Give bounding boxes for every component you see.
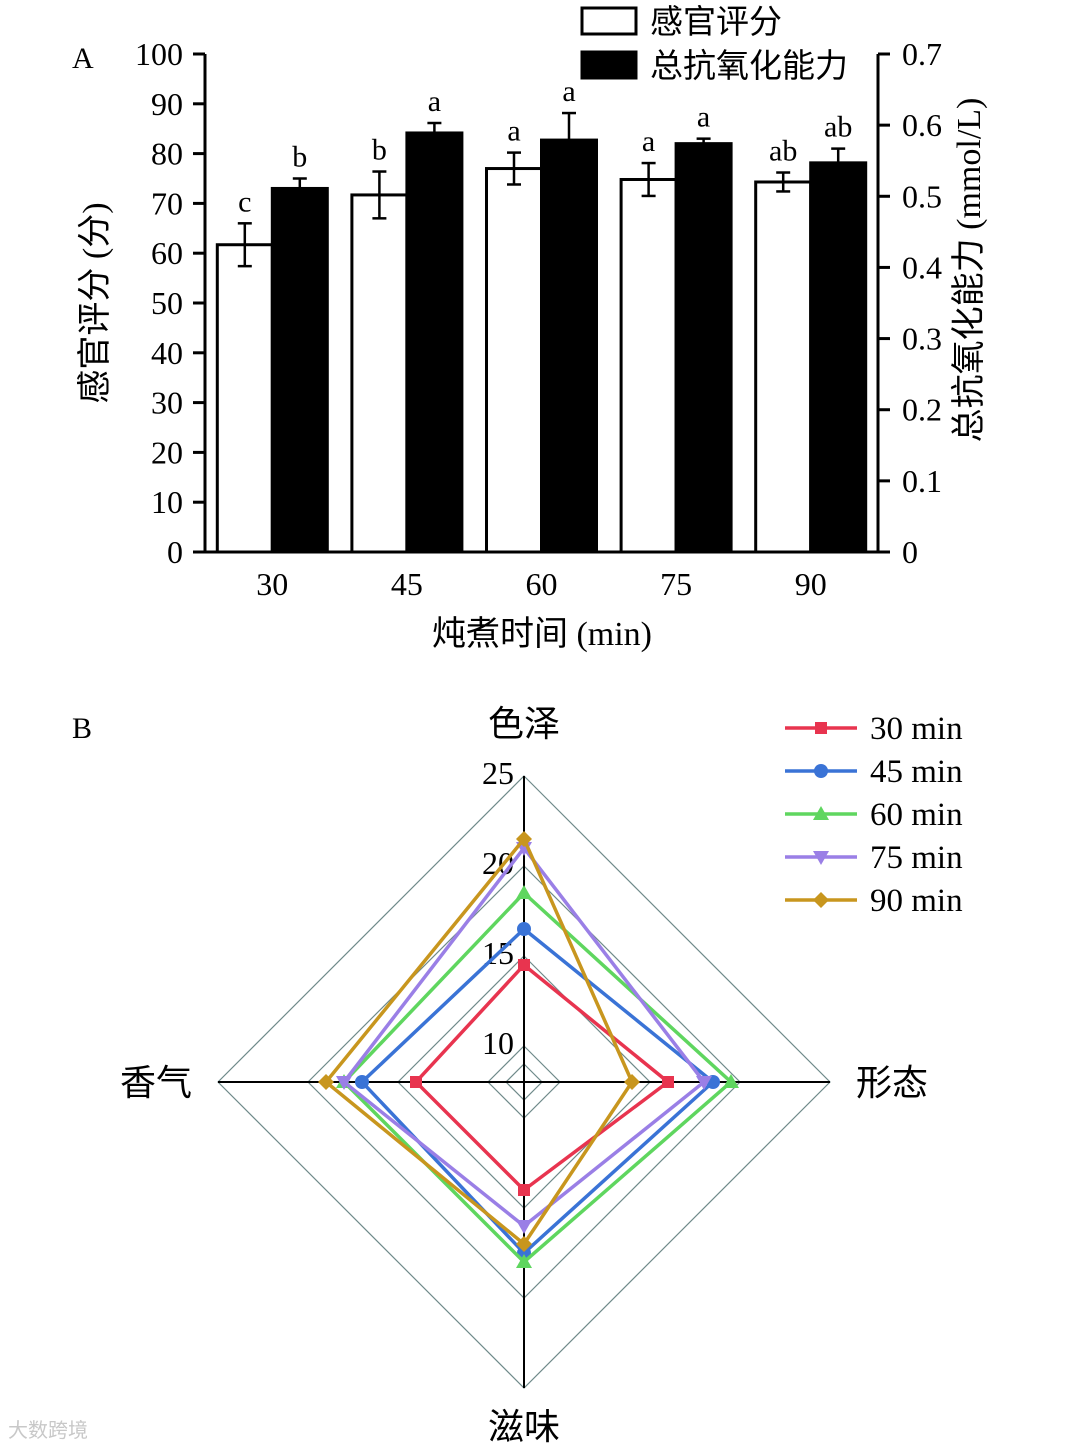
data-point [815, 722, 827, 734]
y-tick-label: 0 [167, 534, 183, 570]
y-tick-label: 20 [151, 434, 183, 470]
significance-letter: a [507, 115, 520, 148]
data-point [518, 959, 530, 971]
data-point [813, 806, 829, 820]
bar-sensory [754, 180, 813, 554]
y2-tick-label: 0.2 [902, 392, 942, 428]
significance-letter: a [697, 101, 710, 134]
bar-antioxidant [270, 186, 329, 554]
significance-letter: c [238, 185, 251, 218]
y2-tick-label: 0.1 [902, 463, 942, 499]
significance-letter: b [372, 134, 387, 167]
radar-axis-label-aroma: 香气 [120, 1063, 192, 1103]
x-axis-title: 炖煮时间 (min) [432, 615, 652, 653]
data-point [516, 1236, 532, 1252]
y-axis-title: 感官评分 (分) [76, 202, 114, 403]
panel-label-b: B [72, 712, 92, 745]
y-tick-label: 10 [151, 484, 183, 520]
legend-swatch-sensory [580, 6, 638, 36]
y-tick-label: 70 [151, 185, 183, 221]
bar-sensory [350, 193, 409, 554]
x-tick-label: 90 [795, 566, 827, 602]
legend-label-antioxidant: 总抗氧化能力 [650, 48, 848, 85]
y2-tick-label: 0.5 [902, 178, 942, 214]
radar-tick-label: 10 [482, 1025, 514, 1061]
data-point [662, 1076, 674, 1088]
bar-antioxidant [674, 142, 733, 554]
data-point [410, 1076, 422, 1088]
data-point [516, 885, 532, 899]
bar-antioxidant [405, 131, 464, 554]
data-point [723, 1074, 739, 1088]
y-tick-label: 90 [151, 86, 183, 122]
y2-tick-label: 0 [902, 534, 918, 570]
bar-sensory [619, 177, 678, 554]
y2-axis-title: 总抗氧化能力 (mmol/L) [950, 98, 988, 443]
radar-tick-label: 20 [482, 845, 514, 881]
legend-label: 45 min [870, 754, 963, 790]
data-point [813, 851, 829, 865]
radar-axis-label-taste: 滋味 [488, 1407, 560, 1447]
watermark: 大数跨境 [8, 1418, 88, 1442]
x-tick-label: 60 [526, 566, 558, 602]
radar-series-line [323, 835, 634, 1247]
panel-label-a: A [72, 42, 94, 75]
data-point [516, 1254, 532, 1268]
y-tick-label: 80 [151, 136, 183, 172]
y-tick-label: 30 [151, 385, 183, 421]
y2-tick-label: 0.4 [902, 249, 942, 285]
significance-letter: ab [824, 111, 852, 144]
data-point [516, 1220, 532, 1234]
y-tick-label: 100 [135, 36, 183, 72]
data-point [624, 1074, 640, 1090]
significance-letter: a [428, 85, 441, 118]
bar-antioxidant [540, 138, 598, 554]
legend-label: 60 min [870, 797, 963, 833]
legend-label: 90 min [870, 883, 963, 919]
data-point [318, 1074, 334, 1090]
chart-a: A 0 10 20 30 40 50 60 70 80 90 100 0 0.1 0.2 0.3 0.4 0.5… [72, 4, 988, 653]
y-tick-label: 50 [151, 285, 183, 321]
data-point [518, 1184, 530, 1196]
x-tick-label: 45 [391, 566, 423, 602]
bar-antioxidant [809, 161, 868, 554]
radar-axis-label-shape: 形态 [856, 1063, 928, 1103]
y2-tick-label: 0.7 [902, 36, 942, 72]
bar-sensory [215, 243, 274, 554]
data-point [355, 1075, 369, 1089]
legend-swatch-antioxidant [580, 50, 638, 80]
data-point [336, 1076, 352, 1090]
y2-tick-label: 0.6 [902, 107, 942, 143]
y-tick-label: 40 [151, 335, 183, 371]
y-tick-label: 60 [151, 235, 183, 271]
data-point [517, 922, 531, 936]
data-point [516, 831, 532, 847]
significance-letter: b [292, 141, 307, 174]
data-point [696, 1076, 712, 1090]
data-point [814, 764, 828, 778]
significance-letter: ab [769, 135, 797, 168]
x-tick-label: 75 [660, 566, 692, 602]
legend-b: 30 min 45 min 60 min 75 min 90 min [785, 711, 963, 919]
y2-tick-label: 0.3 [902, 321, 942, 357]
significance-letter: a [642, 125, 655, 158]
data-point [813, 892, 829, 908]
bar-sensory [485, 167, 543, 554]
radar-tick-label: 25 [482, 755, 514, 791]
radar-axis-label-color: 色泽 [488, 704, 560, 744]
legend-label-sensory: 感官评分 [650, 4, 782, 41]
legend-label: 30 min [870, 711, 963, 747]
legend-label: 75 min [870, 840, 963, 876]
significance-letter: a [562, 75, 575, 108]
legend-a: 感官评分 总抗氧化能力 [580, 4, 848, 85]
x-tick-label: 30 [256, 566, 288, 602]
